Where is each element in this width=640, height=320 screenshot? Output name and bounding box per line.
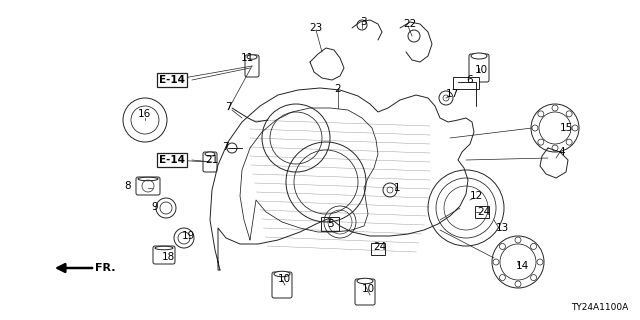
Text: 15: 15 <box>559 123 573 133</box>
Text: 1: 1 <box>394 183 400 193</box>
Text: E-14: E-14 <box>159 155 185 165</box>
Ellipse shape <box>471 53 487 59</box>
Text: 22: 22 <box>403 19 417 29</box>
FancyBboxPatch shape <box>136 177 160 195</box>
Text: 3: 3 <box>360 17 366 27</box>
Text: 7: 7 <box>221 142 228 152</box>
Text: 2: 2 <box>335 84 341 94</box>
FancyBboxPatch shape <box>453 77 479 89</box>
FancyBboxPatch shape <box>203 152 217 172</box>
Text: 11: 11 <box>241 53 253 63</box>
Ellipse shape <box>274 271 290 277</box>
FancyBboxPatch shape <box>475 206 489 218</box>
Text: 5: 5 <box>326 219 333 229</box>
Ellipse shape <box>247 55 257 59</box>
Text: 9: 9 <box>152 202 158 212</box>
Text: 10: 10 <box>474 65 488 75</box>
Text: 4: 4 <box>559 147 565 157</box>
Text: 14: 14 <box>515 261 529 271</box>
Text: 12: 12 <box>469 191 483 201</box>
FancyBboxPatch shape <box>371 243 385 255</box>
Text: 18: 18 <box>161 252 175 262</box>
Text: 10: 10 <box>277 274 291 284</box>
Text: 13: 13 <box>495 223 509 233</box>
Ellipse shape <box>205 152 215 156</box>
Text: FR.: FR. <box>95 263 115 273</box>
Text: 19: 19 <box>181 231 195 241</box>
FancyBboxPatch shape <box>469 54 489 82</box>
Text: 23: 23 <box>309 23 323 33</box>
Text: 6: 6 <box>467 75 474 85</box>
Text: E-14: E-14 <box>159 75 185 85</box>
Ellipse shape <box>138 177 158 181</box>
Text: 17: 17 <box>445 89 459 99</box>
Ellipse shape <box>155 246 173 250</box>
Text: 7: 7 <box>225 102 231 112</box>
Text: 16: 16 <box>138 109 150 119</box>
FancyBboxPatch shape <box>245 55 259 77</box>
Text: 10: 10 <box>362 284 374 294</box>
Ellipse shape <box>357 278 373 284</box>
Text: TY24A1100A: TY24A1100A <box>571 303 628 312</box>
Text: 21: 21 <box>205 155 219 165</box>
Text: 24: 24 <box>373 242 387 252</box>
FancyBboxPatch shape <box>272 272 292 298</box>
Text: 8: 8 <box>125 181 131 191</box>
FancyBboxPatch shape <box>153 246 175 264</box>
FancyBboxPatch shape <box>355 279 375 305</box>
Text: 24: 24 <box>477 207 491 217</box>
FancyBboxPatch shape <box>321 217 339 231</box>
